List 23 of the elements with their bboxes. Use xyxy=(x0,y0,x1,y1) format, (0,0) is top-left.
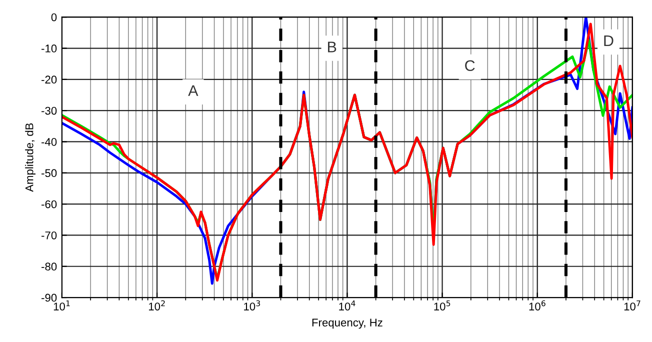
annotation: C xyxy=(465,60,475,72)
annotation: A xyxy=(188,85,198,96)
annotation: D xyxy=(604,35,614,46)
x-tick-label: 10$^{5}$ xyxy=(434,300,450,310)
y-tick-label: 0 xyxy=(51,13,57,22)
y-tick-label: -50 xyxy=(42,169,57,178)
x-axis-title: Frequency, Hz xyxy=(312,318,382,329)
x-tick-label: 10$^{1}$ xyxy=(54,300,70,310)
x-tick-label: 10$^{6}$ xyxy=(529,300,546,310)
x-tick-label: 10$^{7}$ xyxy=(624,300,640,310)
x-tick-label: 10$^{2}$ xyxy=(148,300,165,310)
y-tick-label: -30 xyxy=(42,106,57,115)
y-tick-label: -60 xyxy=(42,200,57,208)
x-tick-label: 10$^{4}$ xyxy=(339,300,356,310)
annotation: B xyxy=(328,42,336,52)
x-tick-label: 10$^{3}$ xyxy=(244,300,260,310)
y-tick-label: -20 xyxy=(42,76,57,84)
y-tick-label: -90 xyxy=(42,294,57,302)
y-tick-label: -10 xyxy=(42,44,57,52)
y-tick-label: -70 xyxy=(42,231,57,240)
y-tick-label: -40 xyxy=(42,138,57,146)
y-tick-label: -80 xyxy=(42,262,57,271)
y-axis-title: Amplitude, dB xyxy=(25,123,36,192)
